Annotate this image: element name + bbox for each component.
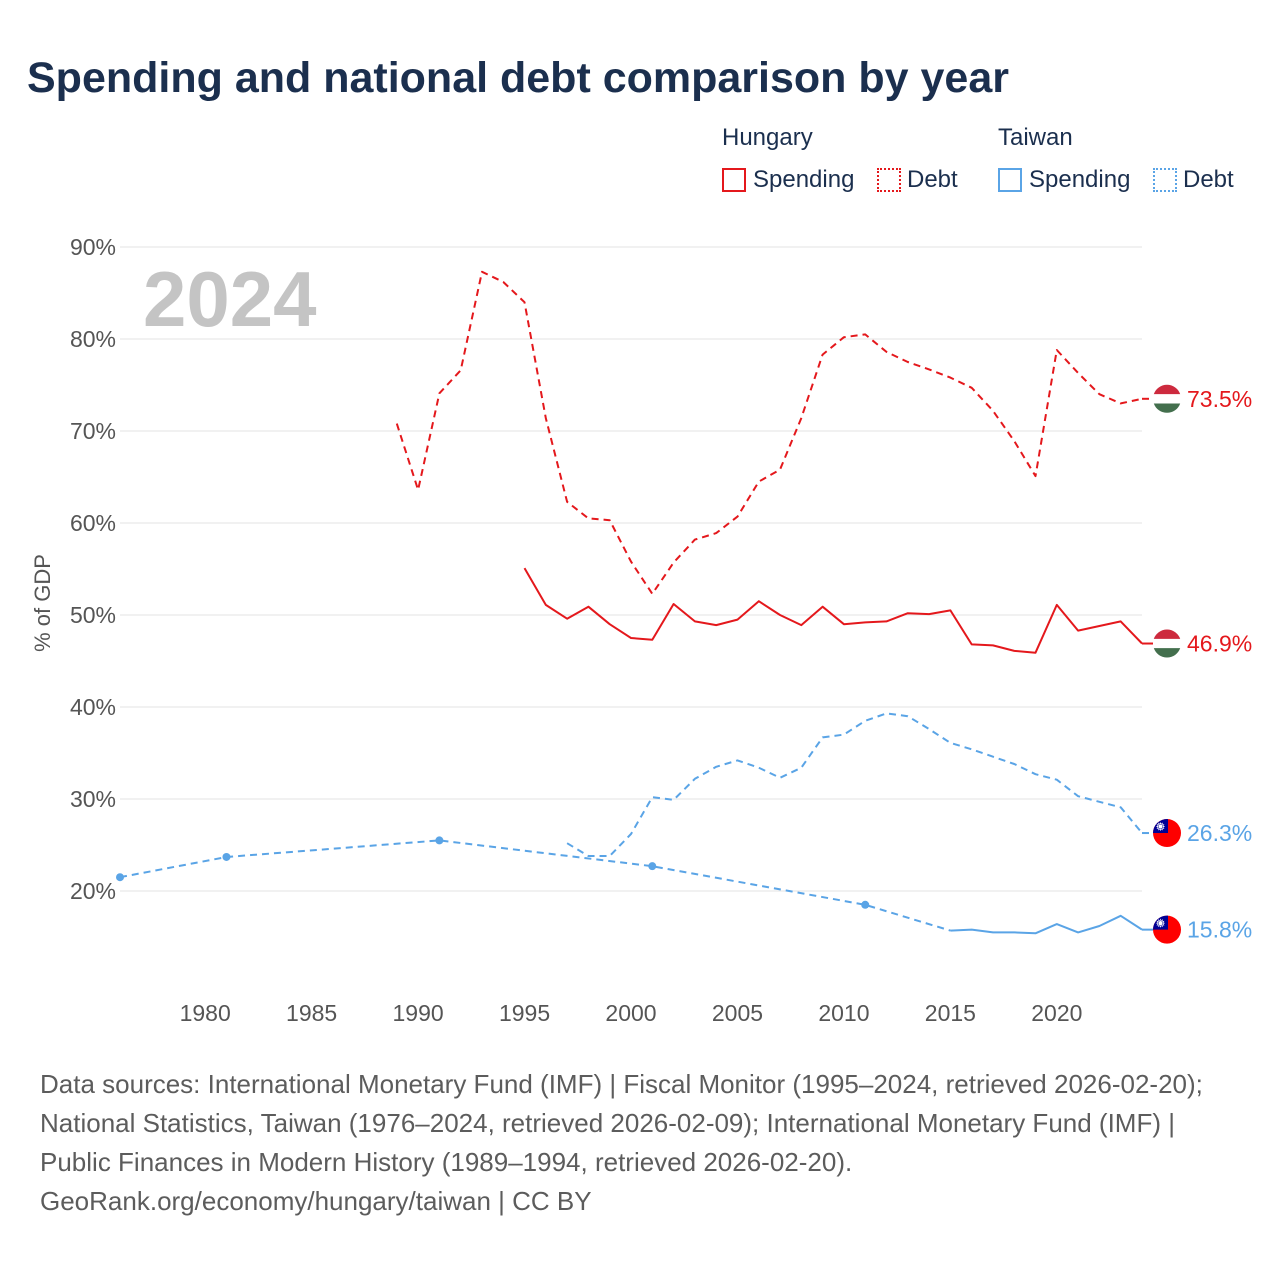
taiwan-spending-point — [222, 852, 231, 861]
axis-layer: 20% 30% 40% 50% 60% 70% 80% 90% 1980 1985 1990 1995… — [70, 234, 1082, 1026]
legend-swatch-taiwan-debt — [1153, 168, 1177, 192]
taiwan-flag-icon — [1153, 915, 1181, 944]
hungary-flag-icon — [1153, 384, 1181, 413]
legend-label-hungary-debt: Debt — [907, 166, 958, 193]
hungary-debt-end-label: 73.5% — [1187, 386, 1252, 412]
taiwan-debt-end-label: 26.3% — [1187, 820, 1252, 846]
footer-line: National Statistics, Taiwan (1976–2024, … — [40, 1108, 1175, 1138]
legend-label-taiwan-spending: Spending — [1029, 166, 1131, 193]
footer-line: Public Finances in Modern History (1989–… — [40, 1147, 853, 1177]
taiwan-spending-point — [435, 836, 444, 845]
hungary-spending-end-label: 46.9% — [1187, 631, 1252, 657]
x-tick-label: 2005 — [712, 1000, 763, 1026]
x-tick-label: 1995 — [499, 1000, 550, 1026]
legend-swatch-hungary-spending — [722, 168, 746, 192]
taiwan-spending-point — [861, 900, 870, 909]
taiwan-spending-line — [119, 839, 951, 932]
grid-layer — [120, 246, 1142, 892]
x-tick-label: 1985 — [286, 1000, 337, 1026]
x-tick-label: 2000 — [605, 1000, 656, 1026]
x-tick-label: 1980 — [180, 1000, 231, 1026]
legend-heading-taiwan: Taiwan — [998, 124, 1073, 151]
y-tick-label: 30% — [70, 786, 116, 812]
year-watermark: 2024 — [143, 255, 317, 343]
taiwan-spending-end-label: 15.8% — [1187, 917, 1252, 943]
y-tick-label: 90% — [70, 234, 116, 260]
legend-label-taiwan-debt: Debt — [1183, 166, 1234, 193]
legend-swatch-hungary-debt — [877, 168, 901, 192]
y-tick-label: 40% — [70, 694, 116, 720]
footer-sources: Data sources: International Monetary Fun… — [40, 1065, 1203, 1221]
taiwan-debt-line — [566, 712, 1143, 857]
x-tick-label: 2015 — [925, 1000, 976, 1026]
taiwan-spending-line — [950, 914, 1143, 935]
footer-line: Data sources: International Monetary Fun… — [40, 1069, 1203, 1099]
legend-label-hungary-spending: Spending — [753, 166, 855, 193]
y-tick-label: 20% — [70, 878, 116, 904]
y-tick-label: 70% — [70, 418, 116, 444]
hungary-spending-line — [523, 567, 1143, 654]
flags-layer — [1153, 384, 1181, 944]
end-labels-layer: 46.9% 73.5% 15.8% 26.3% — [1187, 386, 1252, 943]
legend-swatch-taiwan-spending — [998, 168, 1022, 192]
hungary-flag-icon — [1153, 629, 1181, 658]
taiwan-spending-point — [116, 873, 124, 882]
taiwan-flag-icon — [1153, 819, 1181, 848]
x-tick-label: 1990 — [392, 1000, 443, 1026]
chart-title: Spending and national debt comparison by… — [27, 54, 1009, 102]
legend-heading-hungary: Hungary — [722, 124, 813, 151]
x-tick-label: 2010 — [818, 1000, 869, 1026]
series-layer — [116, 270, 1153, 935]
taiwan-spending-point — [648, 862, 657, 871]
footer-credit: GeoRank.org/economy/hungary/taiwan | CC … — [40, 1186, 592, 1216]
y-tick-label: 50% — [70, 602, 116, 628]
y-axis-label: % of GDP — [30, 554, 55, 652]
x-tick-label: 2020 — [1031, 1000, 1082, 1026]
y-tick-label: 60% — [70, 510, 116, 536]
hungary-debt-line — [395, 270, 1143, 595]
y-tick-label: 80% — [70, 326, 116, 352]
